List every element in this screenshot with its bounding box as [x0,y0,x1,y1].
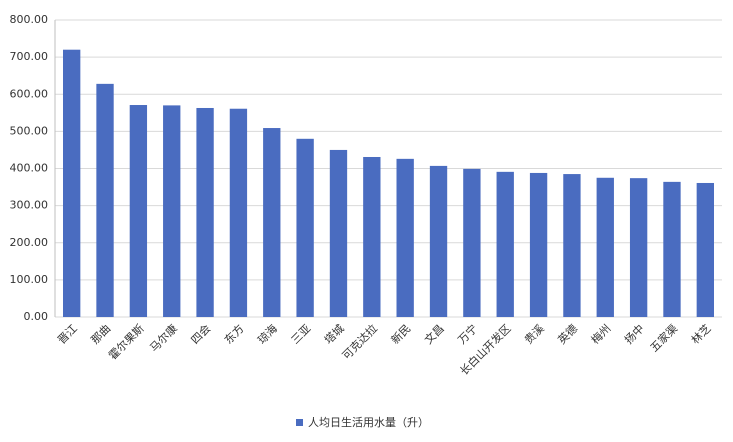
y-tick-label: 800.00 [10,13,49,26]
x-tick-label: 霍尔果斯 [106,322,146,362]
x-tick-label: 可克达拉 [339,321,380,362]
y-tick-label: 200.00 [10,236,49,249]
bar [396,158,414,317]
x-tick-label: 新民 [388,321,413,346]
x-tick-label: 英德 [555,321,580,346]
x-tick-label: 东方 [221,321,246,346]
x-tick-label: 贵溪 [522,322,547,347]
bar [96,83,114,317]
x-tick-label: 马尔康 [147,321,180,354]
x-tick-label: 那曲 [89,322,114,347]
y-tick-label: 500.00 [10,124,49,137]
y-tick-label: 300.00 [10,199,49,212]
bar [163,105,181,317]
bar [363,156,381,317]
x-tick-label: 四会 [189,322,214,347]
bar [129,105,148,317]
bar [563,174,581,317]
x-tick-label: 扬中 [621,321,646,346]
x-tick-label: 万宁 [455,321,480,346]
x-tick-label: 三亚 [289,322,314,347]
x-tick-label: 琼海 [255,321,280,346]
y-tick-label: 100.00 [10,273,49,286]
y-tick-label: 700.00 [10,50,49,63]
bar [196,107,214,317]
bar [263,128,281,317]
bar [429,165,448,317]
x-tick-label: 五家渠 [647,321,680,354]
x-tick-label: 梅州 [588,321,613,346]
bar [629,178,648,317]
bar [463,168,481,317]
bar [329,149,348,317]
x-tick-label: 文昌 [421,321,446,346]
bar [229,108,248,317]
x-tick-label: 晋江 [55,322,80,347]
bar [496,171,514,317]
y-tick-label: 400.00 [10,162,49,175]
bar [663,181,681,317]
bar [529,172,548,317]
legend-label: 人均日生活用水量（升） [308,415,429,429]
x-tick-label: 林芝 [688,321,713,346]
bar [596,177,614,317]
legend-swatch [296,419,303,426]
bar [696,182,714,317]
bar [63,49,81,317]
bar [296,138,314,317]
y-tick-label: 600.00 [10,87,49,100]
y-tick-label: 0.00 [24,310,49,323]
x-tick-label: 塔城 [322,322,347,347]
